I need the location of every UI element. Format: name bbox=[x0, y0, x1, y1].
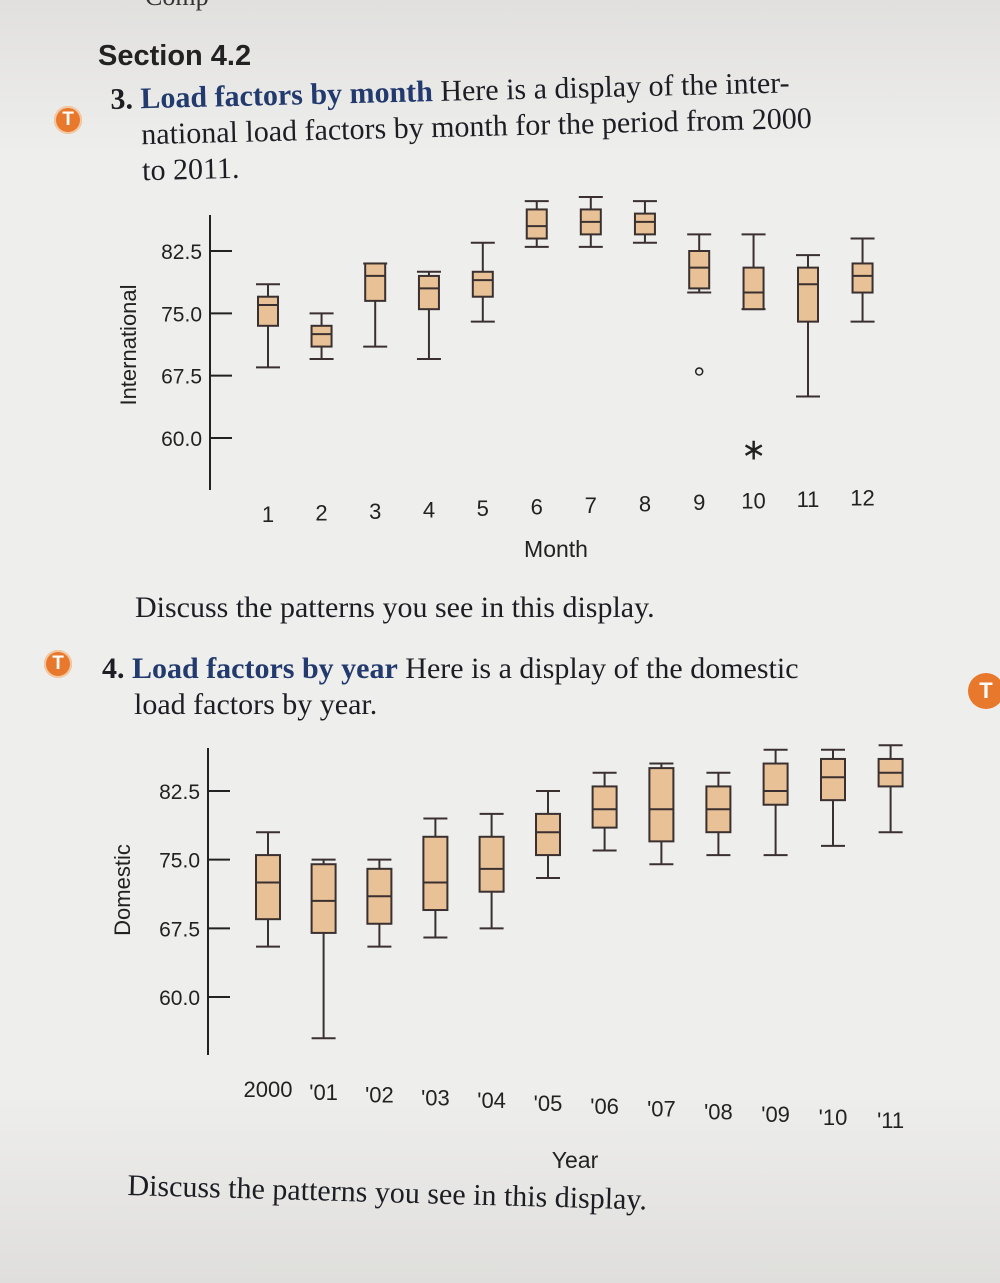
box-5 bbox=[470, 241, 495, 323]
t-badge-icon: T bbox=[54, 106, 82, 134]
x-tick-label: '10 bbox=[819, 1105, 848, 1130]
box-'10 bbox=[820, 748, 846, 847]
y-tick-label: 82.5 bbox=[159, 781, 200, 804]
box-6 bbox=[524, 200, 549, 248]
iqr-box bbox=[257, 295, 279, 327]
problem-4-number: 4. bbox=[102, 652, 125, 685]
box-9 bbox=[687, 233, 712, 294]
box-12 bbox=[850, 237, 875, 323]
x-tick-label: '06 bbox=[590, 1094, 619, 1119]
y-tick-label: 75.0 bbox=[161, 303, 202, 326]
x-tick-label: 12 bbox=[850, 486, 874, 511]
x-tick-label: '09 bbox=[761, 1102, 790, 1127]
box-3 bbox=[363, 262, 388, 348]
iqr-box bbox=[478, 835, 505, 893]
problem-4-title: Load factors by year bbox=[132, 652, 398, 685]
problem-4-text-line1: Here is a display of the domestic bbox=[405, 652, 799, 685]
iqr-box bbox=[422, 835, 449, 912]
x-tick-label: 8 bbox=[639, 492, 651, 517]
iqr-box bbox=[742, 266, 765, 311]
box-2 bbox=[309, 312, 334, 361]
box-'01 bbox=[310, 858, 337, 1040]
x-tick-label: '04 bbox=[477, 1088, 506, 1113]
iqr-box bbox=[762, 762, 789, 806]
y-axis-label: Domestic bbox=[110, 844, 135, 936]
problem-4-text-line2: load factors by year. bbox=[134, 688, 378, 721]
cut-off-heading: Comp bbox=[145, 0, 209, 12]
iqr-box bbox=[310, 863, 337, 934]
y-tick-label: 60.0 bbox=[161, 428, 202, 451]
x-tick-label: 6 bbox=[531, 495, 543, 520]
y-axis-label: International bbox=[116, 284, 141, 405]
box-8 bbox=[632, 200, 657, 244]
x-tick-label: '07 bbox=[647, 1097, 676, 1122]
iqr-box bbox=[255, 854, 281, 921]
x-tick-label: 1 bbox=[262, 502, 274, 527]
t-badge-edge-icon: T bbox=[968, 673, 1000, 709]
box-'04 bbox=[478, 812, 505, 930]
x-tick-label: 2 bbox=[315, 501, 327, 526]
x-axis-label: Year bbox=[552, 1147, 599, 1173]
x-tick-label: 10 bbox=[741, 489, 765, 514]
t-badge-icon: T bbox=[44, 650, 72, 678]
outlier-circle bbox=[694, 367, 704, 376]
box-4 bbox=[416, 270, 441, 361]
iqr-box bbox=[633, 212, 656, 236]
box-'05 bbox=[535, 790, 561, 879]
iqr-box bbox=[535, 812, 561, 857]
iqr-box bbox=[417, 274, 440, 311]
y-tick-label: 60.0 bbox=[159, 987, 200, 1010]
box-'08 bbox=[705, 771, 732, 857]
iqr-box bbox=[471, 270, 494, 298]
box-'06 bbox=[591, 771, 618, 852]
y-tick-label: 82.5 bbox=[161, 241, 202, 264]
x-tick-label: '03 bbox=[421, 1085, 450, 1110]
box-'03 bbox=[422, 817, 449, 939]
x-tick-label: '01 bbox=[309, 1080, 338, 1105]
y-tick-label: 67.5 bbox=[161, 366, 202, 389]
box-'07 bbox=[648, 762, 675, 866]
iqr-box bbox=[310, 324, 333, 348]
iqr-box bbox=[648, 767, 675, 843]
x-tick-label: '05 bbox=[534, 1091, 563, 1116]
box-11 bbox=[796, 254, 820, 398]
x-tick-label: '11 bbox=[877, 1108, 904, 1133]
box-'11 bbox=[877, 744, 904, 834]
x-tick-label: 7 bbox=[585, 493, 597, 518]
x-tick-label: 9 bbox=[693, 490, 705, 515]
box-1 bbox=[256, 283, 280, 369]
box-10 bbox=[741, 233, 766, 311]
problem-4: 4. Load factors by year Here is a displa… bbox=[102, 651, 799, 723]
iqr-box bbox=[820, 757, 846, 802]
y-tick-label: 67.5 bbox=[159, 918, 200, 941]
box-'02 bbox=[366, 858, 393, 948]
problem-3-question: Discuss the patterns you see in this dis… bbox=[135, 591, 655, 624]
x-tick-label: 5 bbox=[477, 496, 489, 521]
outlier-star: ∗ bbox=[741, 433, 766, 466]
iqr-box bbox=[797, 266, 819, 323]
y-tick-label: 75.0 bbox=[159, 850, 200, 873]
section-title: Section 4.2 bbox=[98, 40, 252, 72]
x-tick-label: 4 bbox=[423, 498, 435, 523]
iqr-box bbox=[525, 208, 548, 240]
x-tick-label: '02 bbox=[365, 1083, 394, 1108]
box-2000 bbox=[255, 831, 281, 948]
x-tick-label: 11 bbox=[797, 487, 820, 512]
x-tick-label: 2000 bbox=[244, 1077, 293, 1102]
iqr-box bbox=[688, 250, 711, 290]
x-tick-label: 3 bbox=[369, 499, 381, 524]
iqr-box bbox=[364, 262, 387, 302]
box-7 bbox=[578, 195, 603, 248]
box-'09 bbox=[762, 748, 789, 857]
iqr-box bbox=[851, 262, 874, 294]
x-tick-label: '08 bbox=[704, 1099, 733, 1124]
iqr-box bbox=[591, 785, 618, 829]
x-axis-label: Month bbox=[524, 536, 588, 562]
